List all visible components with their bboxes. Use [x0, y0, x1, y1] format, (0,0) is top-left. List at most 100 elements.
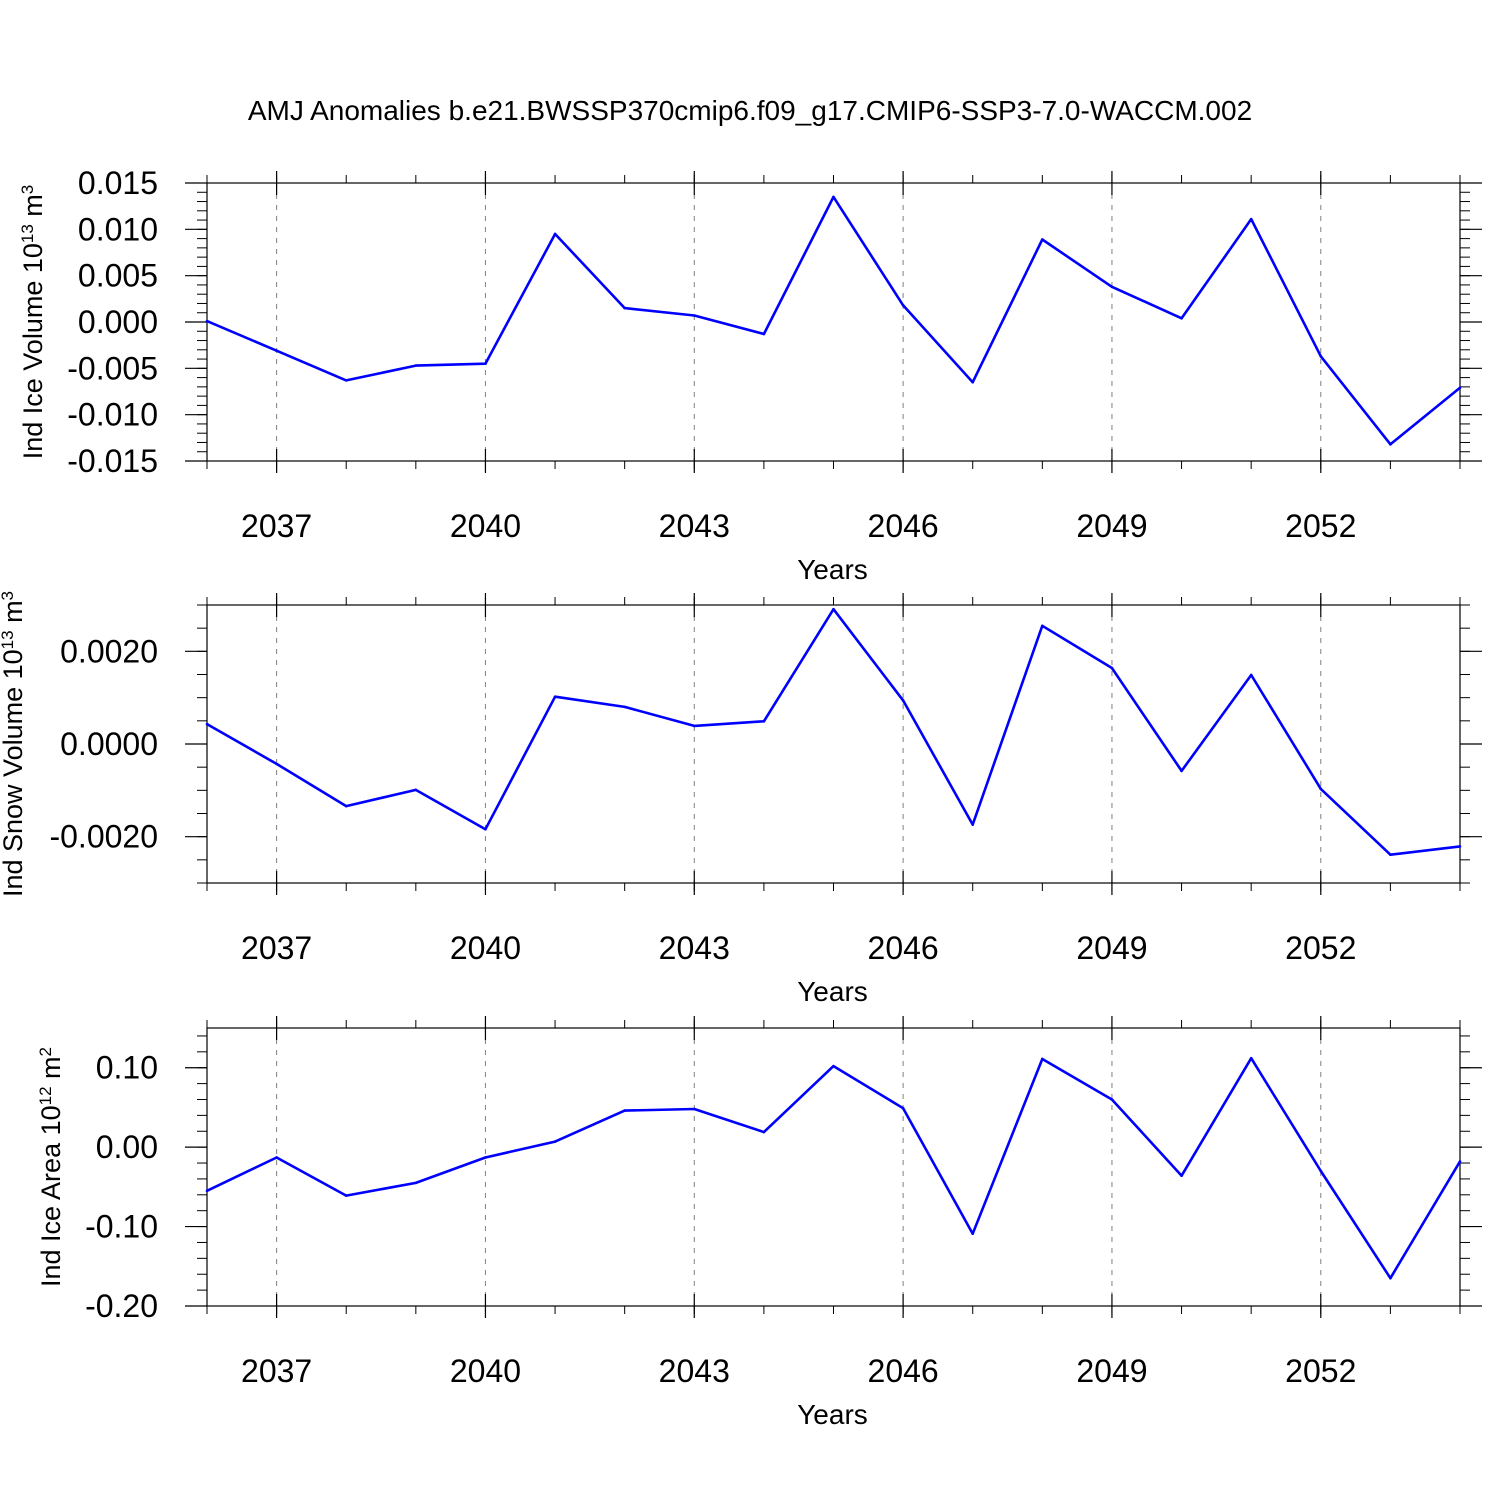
data-point	[692, 724, 696, 728]
x-tick-label: 2052	[1285, 930, 1356, 966]
y-label-exponent: 12	[36, 1086, 55, 1105]
data-point	[1319, 787, 1323, 791]
data-point	[1249, 673, 1253, 677]
x-tick-label: 2037	[241, 1353, 312, 1389]
y-label-text: Ind Snow Volume 10	[0, 649, 28, 897]
plot-frame	[206, 1027, 1461, 1307]
data-point	[344, 804, 348, 808]
y-tick-label: 0.0020	[60, 633, 158, 669]
data-point	[1389, 443, 1392, 446]
data-point	[762, 719, 766, 723]
plot-frame	[206, 182, 1461, 462]
data-point	[1180, 316, 1183, 320]
y-tick-label: 0.010	[78, 211, 158, 247]
data-point	[553, 232, 557, 236]
series-line	[206, 195, 1461, 446]
data-point	[205, 1189, 209, 1193]
data-point	[1041, 238, 1044, 241]
data-point	[971, 1232, 975, 1236]
data-point	[1041, 624, 1044, 628]
y-tick-label: -0.20	[85, 1288, 158, 1324]
y-label-exponent: 13	[0, 630, 17, 649]
data-point	[1180, 1174, 1183, 1178]
data-point	[971, 823, 975, 826]
data-point	[692, 314, 696, 317]
data-point	[1110, 1098, 1114, 1101]
y-label-exponent: 13	[18, 224, 37, 243]
y-tick-label: -0.10	[85, 1209, 158, 1245]
y-axis-label: Ind Ice Area 1012 m2	[36, 1047, 66, 1287]
x-axis-label: Years	[797, 1399, 868, 1430]
y-axis-label: Ind Snow Volume 1013 m3	[0, 591, 28, 897]
data-point	[1319, 354, 1323, 358]
data-point	[205, 319, 209, 323]
data-point	[414, 364, 418, 367]
data-point	[553, 1140, 557, 1143]
y-label-unit-exponent: 2	[36, 1047, 55, 1056]
y-tick-label: -0.005	[67, 350, 158, 386]
y-label-unit: m	[36, 1056, 66, 1086]
y-tick-label: 0.005	[78, 258, 158, 294]
y-tick-label: 0.015	[78, 165, 158, 201]
chart-title: AMJ Anomalies b.e21.BWSSP370cmip6.f09_g1…	[248, 95, 1252, 126]
x-tick-label: 2040	[450, 1353, 521, 1389]
data-point	[1319, 1169, 1323, 1173]
data-point	[901, 304, 905, 307]
x-tick-label: 2046	[868, 1353, 939, 1389]
data-point	[275, 349, 278, 353]
y-tick-label: -0.015	[67, 443, 158, 479]
data-point	[1389, 853, 1392, 857]
data-point	[1110, 666, 1114, 670]
data-point	[1389, 1276, 1392, 1280]
y-label-unit-exponent: 3	[18, 185, 37, 194]
panel-3: 2037 2040 2043 2046 2049 2052 0.10 0.00 -0.10 -0.…	[36, 1016, 1482, 1430]
data-point	[832, 1064, 835, 1068]
data-point	[205, 722, 209, 726]
data-point	[1180, 769, 1183, 773]
x-tick-label: 2040	[450, 508, 521, 544]
y-label-text: Ind Ice Volume 10	[18, 243, 48, 459]
x-tick-label: 2049	[1076, 1353, 1147, 1389]
data-point	[344, 1194, 348, 1197]
y-label-unit: m	[0, 600, 28, 630]
data-point	[1041, 1057, 1044, 1061]
y-label-text: Ind Ice Area 10	[36, 1105, 66, 1287]
x-tick-label: 2043	[659, 508, 730, 544]
data-point	[1249, 1056, 1253, 1060]
data-point	[762, 332, 766, 336]
data-point	[1458, 1160, 1462, 1163]
x-tick-label: 2037	[241, 508, 312, 544]
data-point	[1249, 217, 1253, 221]
data-point	[414, 788, 418, 792]
panel-1: 2037 2040 2043 2046 2049 2052 0.015 0.010 0.005 0…	[18, 165, 1482, 585]
data-point	[832, 195, 835, 199]
data-point	[484, 1156, 487, 1159]
y-tick-label: -0.0020	[49, 819, 158, 855]
x-tick-label: 2052	[1285, 508, 1356, 544]
data-point	[1458, 386, 1462, 390]
data-point	[484, 827, 487, 831]
x-tick-label: 2046	[868, 508, 939, 544]
data-point	[553, 695, 557, 699]
x-axis-label: Years	[797, 554, 868, 585]
y-tick-label: -0.010	[67, 397, 158, 433]
x-tick-label: 2043	[659, 930, 730, 966]
x-tick-label: 2037	[241, 930, 312, 966]
data-point	[623, 306, 626, 310]
data-point	[971, 380, 975, 384]
data-point	[623, 1109, 626, 1112]
plot-frame	[206, 604, 1461, 884]
data-point	[623, 705, 626, 709]
x-tick-label: 2049	[1076, 930, 1147, 966]
y-tick-label: 0.00	[96, 1129, 158, 1165]
x-tick-label: 2052	[1285, 1353, 1356, 1389]
data-point	[832, 607, 835, 611]
y-label-unit-exponent: 3	[0, 591, 17, 600]
data-point	[692, 1107, 696, 1111]
x-tick-label: 2049	[1076, 508, 1147, 544]
series-line	[206, 607, 1461, 857]
panels: 2037 2040 2043 2046 2049 2052 0.015 0.010 0.005 0…	[0, 165, 1482, 1430]
y-tick-label: 0.000	[78, 304, 158, 340]
x-tick-label: 2043	[659, 1353, 730, 1389]
